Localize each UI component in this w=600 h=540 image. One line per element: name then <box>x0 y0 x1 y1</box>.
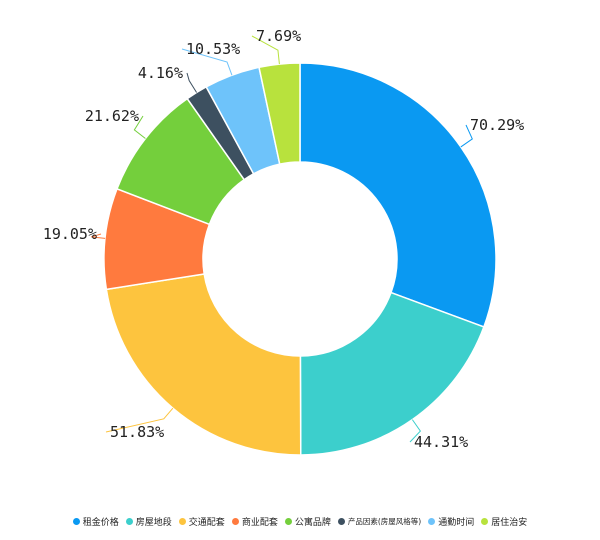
legend-label: 通勤时间 <box>438 517 475 528</box>
legend-label: 居住治安 <box>491 517 528 528</box>
value-label-2: 44.31% <box>414 433 468 451</box>
value-label-4: 19.05% <box>43 225 97 243</box>
value-label-8: 7.69% <box>256 27 301 45</box>
legend-swatch <box>125 517 133 525</box>
legend-label: 交通配套 <box>188 517 225 528</box>
legend-item-8[interactable]: 居住治安 <box>481 515 527 528</box>
legend-swatch <box>428 517 436 525</box>
legend-item-5[interactable]: 公寓品牌 <box>284 515 331 528</box>
value-label-3: 51.83% <box>110 423 164 441</box>
value-label-1: 70.29% <box>470 116 524 134</box>
legend-item-7[interactable]: 通勤时间 <box>428 515 474 528</box>
legend-item-1[interactable]: 租金价格 <box>72 515 119 528</box>
legend-label: 租金价格 <box>82 517 119 528</box>
legend: 租金价格 房屋地段 交通配套 商业配套 公寓品牌 产品因素(房屋风格等) 通勤时间 居住治安 <box>0 510 600 532</box>
legend-swatch <box>178 517 186 525</box>
legend-item-6[interactable]: 产品因素(房屋风格等) <box>337 516 422 527</box>
leader-line-2 <box>409 419 422 443</box>
legend-item-3[interactable]: 交通配套 <box>178 515 225 528</box>
legend-swatch <box>72 517 80 525</box>
leader-line-4 <box>91 233 106 239</box>
slice-2 <box>299 291 485 456</box>
legend-label: 公寓品牌 <box>294 517 331 528</box>
legend-item-2[interactable]: 房屋地段 <box>125 515 172 528</box>
leader-line-7 <box>181 48 233 76</box>
value-label-6: 4.16% <box>138 64 183 82</box>
leader-line-5 <box>133 115 146 139</box>
value-labels: 70.29% 44.31% 51.83% 19.05% 21.62% 4.16%10.53… <box>43 27 524 451</box>
legend-label: 产品因素(房屋风格等) <box>347 516 422 526</box>
value-label-5: 21.62% <box>85 107 139 125</box>
legend-label: 房屋地段 <box>135 517 172 528</box>
value-label-7: 10.53% <box>186 40 240 58</box>
legend-swatch <box>481 517 489 525</box>
leader-line-6 <box>186 72 198 93</box>
slice-1 <box>299 62 497 328</box>
legend-swatch <box>284 517 292 525</box>
slice-3 <box>105 273 302 456</box>
legend-swatch <box>231 517 239 525</box>
legend-item-4[interactable]: 商业配套 <box>231 515 278 528</box>
leader-line-3 <box>105 407 174 433</box>
leader-line-1 <box>460 124 473 148</box>
donut-slices <box>103 62 497 456</box>
leader-line-8 <box>251 35 280 65</box>
legend-swatch <box>337 517 345 525</box>
label-leader-lines <box>91 35 473 443</box>
legend-label: 商业配套 <box>241 517 278 528</box>
slice-8 <box>258 62 301 166</box>
